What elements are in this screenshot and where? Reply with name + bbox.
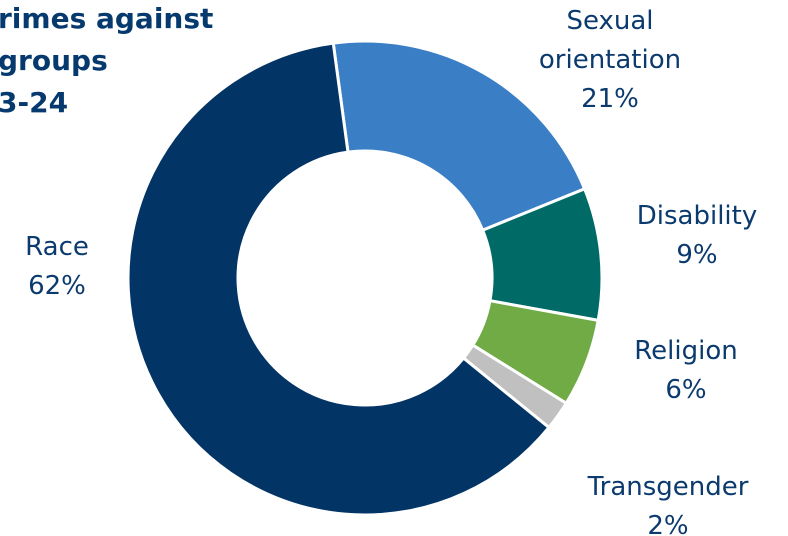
slice-label: Disability 9% [607, 197, 787, 275]
slice-label: Religion 6% [596, 332, 776, 410]
slice-name: Race [25, 232, 89, 262]
chart-title: groups [0, 44, 108, 77]
slice-name: Sexual orientation [538, 6, 682, 75]
chart-title: 3-24 [0, 86, 68, 119]
slice-label: Sexual orientation 21% [510, 2, 710, 119]
slice-percent: 6% [665, 375, 707, 405]
slice-percent: 9% [676, 240, 718, 270]
donut-slice [331, 39, 587, 233]
slice-percent: 21% [581, 84, 639, 114]
slice-name: Disability [636, 201, 758, 231]
slice-name: Religion [634, 336, 738, 366]
donut-slice [126, 41, 552, 517]
slice-percent: 62% [28, 271, 86, 301]
slice-label: Race 62% [0, 228, 117, 306]
slice-label: Transgender 2% [558, 468, 778, 536]
slice-percent: 2% [647, 511, 689, 536]
slice-name: Transgender [587, 472, 749, 502]
chart-title: rimes against [0, 2, 213, 35]
